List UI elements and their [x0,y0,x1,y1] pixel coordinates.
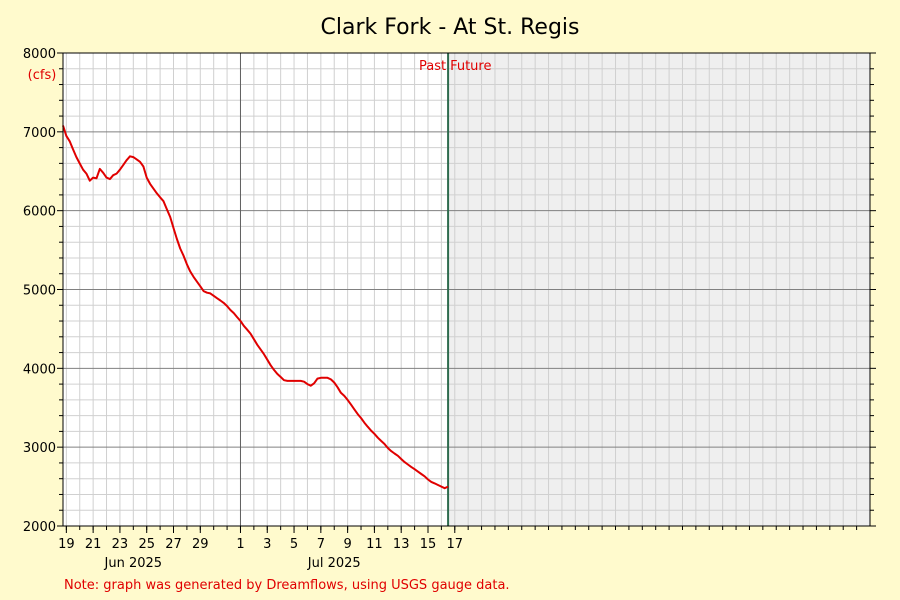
footer-note: Note: graph was generated by Dreamflows,… [64,578,510,593]
chart-title: Clark Fork - At St. Regis [320,15,579,40]
x-month-label: Jun 2025 [104,556,163,571]
x-tick-label: 9 [343,537,351,552]
y-tick-label: 4000 [23,362,56,377]
series-group [62,125,449,490]
y-tick-label: 5000 [23,284,56,299]
future-label: Future [450,59,491,74]
x-tick-label: 3 [263,537,271,552]
y-tick-label: 3000 [23,441,56,456]
plot-border [62,52,871,527]
x-tick-label: 13 [393,537,410,552]
axis-ticks [57,52,876,533]
x-tick-label: 5 [290,537,298,552]
flow-series-line [62,125,449,490]
y-tick-label: 6000 [23,205,56,220]
x-tick-label: 23 [112,537,129,552]
x-tick-label: 21 [85,537,102,552]
x-tick-label: 11 [366,537,383,552]
x-tick-label: 1 [236,537,244,552]
x-tick-label: 29 [192,537,209,552]
x-tick-label: 7 [317,537,325,552]
major-gridlines [63,53,870,526]
x-tick-label: 15 [420,537,437,552]
y-tick-label: 2000 [23,520,56,535]
y-tick-label: 8000 [23,47,56,62]
x-tick-label: 27 [165,537,182,552]
x-tick-label: 19 [58,537,75,552]
y-axis-unit-label: (cfs) [28,68,57,83]
x-tick-label: 25 [138,537,155,552]
x-tick-label: 17 [447,537,464,552]
y-tick-label: 7000 [23,126,56,141]
past-label: Past [419,59,446,74]
x-month-label: Jul 2025 [307,556,361,571]
